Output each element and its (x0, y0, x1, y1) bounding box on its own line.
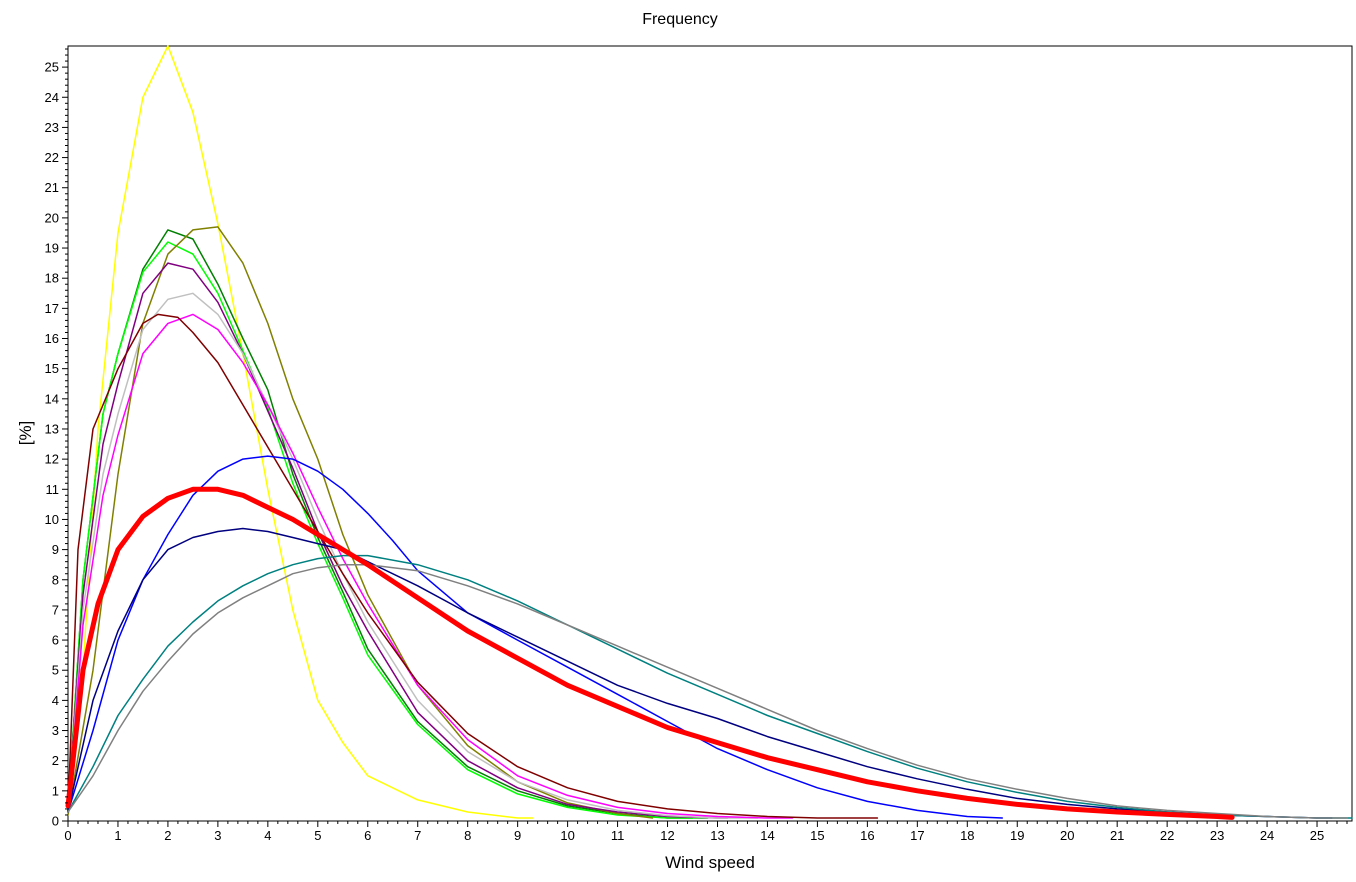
series-line-9 (67, 455, 1004, 819)
y-tick-label: 3 (52, 723, 59, 738)
y-tick-label: 2 (52, 753, 59, 768)
y-tick-label: 8 (52, 572, 59, 587)
series-layer (65, 45, 1353, 820)
axes-layer: 0 1 2 3 4 5 6 7 8 9 10 11 12 13 14 15 16 17 18 19 20 21 22 23 24… (45, 48, 1348, 843)
x-tick-label: 11 (611, 828, 625, 843)
x-tick-label: 19 (1010, 828, 1024, 843)
chart-title: Frequency (642, 11, 718, 28)
x-tick-label: 17 (910, 828, 924, 843)
y-tick-label: 17 (45, 301, 59, 316)
y-tick-label: 13 (45, 421, 59, 436)
y-tick-label: 24 (45, 90, 59, 105)
y-tick-label: 16 (45, 331, 59, 346)
y-tick-label: 14 (45, 391, 59, 406)
x-tick-label: 16 (860, 828, 874, 843)
y-tick-label: 5 (52, 663, 59, 678)
x-tick-label: 13 (710, 828, 724, 843)
series-line-6 (67, 292, 759, 819)
series-line-13 (65, 486, 1235, 820)
y-tick-label: 18 (45, 271, 59, 286)
x-tick-label: 6 (364, 828, 371, 843)
series-line-12 (67, 563, 1348, 819)
x-tick-label: 5 (314, 828, 321, 843)
x-tick-label: 15 (810, 828, 824, 843)
x-tick-label: 2 (164, 828, 171, 843)
series-line-8 (67, 313, 879, 819)
x-tick-label: 14 (760, 828, 774, 843)
y-tick-label: 20 (45, 210, 59, 225)
series-line-3 (67, 241, 709, 819)
y-tick-label: 21 (45, 180, 59, 195)
y-tick-label: 6 (52, 633, 59, 648)
x-axis-title: Wind speed (665, 853, 755, 872)
y-tick-label: 4 (52, 693, 59, 708)
y-tick-label: 19 (45, 241, 59, 256)
y-tick-label: 9 (52, 542, 59, 557)
x-tick-label: 25 (1310, 828, 1324, 843)
x-tick-label: 0 (64, 828, 71, 843)
x-tick-label: 18 (960, 828, 974, 843)
series-line-1 (67, 45, 534, 819)
x-tick-label: 21 (1110, 828, 1124, 843)
y-tick-label: 15 (45, 361, 59, 376)
series-line-10 (67, 527, 1333, 819)
x-tick-label: 20 (1060, 828, 1074, 843)
x-tick-label: 9 (514, 828, 521, 843)
x-tick-label: 3 (214, 828, 221, 843)
y-tick-label: 25 (45, 60, 59, 75)
y-tick-label: 23 (45, 120, 59, 135)
x-tick-label: 12 (660, 828, 674, 843)
y-tick-label: 0 (52, 814, 59, 829)
x-tick-label: 8 (464, 828, 471, 843)
x-tick-label: 7 (414, 828, 421, 843)
y-tick-label: 7 (52, 602, 59, 617)
y-tick-label: 10 (45, 512, 59, 527)
y-tick-label: 11 (46, 482, 60, 497)
x-tick-label: 10 (560, 828, 574, 843)
x-tick-label: 22 (1160, 828, 1174, 843)
x-tick-label: 1 (114, 828, 121, 843)
y-tick-label: 22 (45, 150, 59, 165)
y-tick-label: 12 (45, 452, 59, 467)
series-line-7 (67, 313, 794, 819)
y-axis-title: [%] (16, 421, 35, 446)
series-line-5 (67, 262, 729, 819)
x-tick-label: 24 (1260, 828, 1274, 843)
y-tick-label: 1 (52, 783, 59, 798)
x-tick-label: 23 (1210, 828, 1224, 843)
x-tick-label: 4 (264, 828, 271, 843)
